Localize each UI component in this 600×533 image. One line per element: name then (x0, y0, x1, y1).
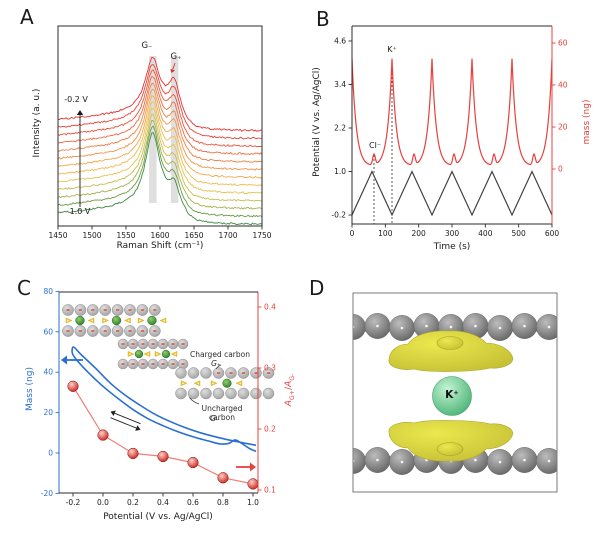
panel-b-xaxis-title: Time (s) (433, 242, 471, 252)
panel-b-letter: B (316, 7, 330, 31)
svg-text:300: 300 (445, 229, 460, 238)
panel-c-uncharged-carbon-label: Uncharged carbon (201, 404, 243, 422)
svg-text:1600: 1600 (150, 231, 169, 240)
panel-a-raman-spectra-chart: 1450 1500 1550 1600 1650 1700 1750 (48, 25, 272, 240)
svg-text:1550: 1550 (116, 231, 135, 240)
panel-c-letter: C (17, 276, 31, 300)
panel-b-k-ion-annotation: K⁺ (387, 45, 397, 54)
panel-b-ticks: 0 100 200 300 400 500 600 -0.2 1.0 2.2 3.4 4.6 0 20 40… (331, 37, 567, 239)
potential-triangle-wave (351, 170, 553, 217)
panel-c-mass-ratio-chart: -0.2 0.0 0.2 0.4 0.6 0.8 1.0 -20 0 20 40 60 80 0.1 0.2… (41, 287, 276, 507)
svg-text:0.2: 0.2 (127, 498, 139, 507)
svg-text:0: 0 (558, 165, 563, 174)
svg-text:1700: 1700 (218, 231, 237, 240)
panel-a-yaxis-title: Intensity (a. u.) (32, 88, 42, 158)
panel-b-cl-ion-annotation: Cl⁻ (368, 141, 382, 150)
g-band-ratio-series (67, 380, 259, 490)
svg-text:0: 0 (350, 229, 355, 238)
panel-a-g-minus-peak-label: G₋ (141, 41, 153, 51)
svg-text:40: 40 (558, 81, 568, 90)
svg-text:60: 60 (43, 327, 53, 336)
svg-text:20: 20 (558, 123, 568, 132)
svg-text:100: 100 (378, 229, 393, 238)
svg-text:0.4: 0.4 (157, 498, 169, 507)
svg-text:-0.2: -0.2 (66, 498, 81, 507)
annotation-dotted-lines (373, 61, 393, 224)
panel-a-letter: A (20, 5, 34, 29)
mass-curve (352, 58, 552, 165)
svg-text:4.6: 4.6 (334, 37, 346, 46)
svg-text:1650: 1650 (184, 231, 203, 240)
svg-text:0.0: 0.0 (97, 498, 109, 507)
panel-c-charged-g-plus-label: G₊ (211, 359, 221, 368)
dft-scene (353, 313, 557, 475)
raman-spectra-curves (58, 56, 262, 226)
panel-c-uncharged-g-minus-label: G₋ (210, 414, 220, 423)
panel-a-x-ticks: 1450 1500 1550 1600 1650 1700 1750 (48, 226, 272, 240)
panel-a-bottom-potential-annotation: 1.0 V (69, 207, 91, 216)
panel-a-top-potential-annotation: -0.2 V (64, 95, 88, 104)
svg-text:200: 200 (412, 229, 427, 238)
svg-text:0.8: 0.8 (217, 498, 229, 507)
svg-text:60: 60 (558, 39, 568, 48)
ratio-sub1: G+ (288, 389, 296, 401)
svg-text:500: 500 (512, 229, 527, 238)
panel-a-g-plus-peak-label: G₊ (170, 52, 182, 62)
svg-text:-20: -20 (41, 489, 53, 498)
svg-text:80: 80 (43, 287, 53, 296)
blue-axis-arrow (61, 355, 83, 365)
carbon-intercalation-insets (62, 304, 275, 405)
svg-text:1750: 1750 (252, 231, 271, 240)
svg-text:2.2: 2.2 (334, 124, 346, 133)
ratio-slash: / (284, 386, 295, 390)
svg-text:20: 20 (43, 408, 53, 417)
svg-text:0.6: 0.6 (187, 498, 199, 507)
svg-text:0.2: 0.2 (264, 425, 276, 434)
red-axis-arrow (236, 462, 256, 472)
panel-a-xaxis-title: Raman Shift (cm⁻¹) (116, 241, 204, 251)
panel-c-xaxis-title: Potential (V vs. Ag/AgCl) (103, 512, 213, 522)
svg-text:-0.2: -0.2 (331, 211, 346, 220)
panel-b-potential-mass-chart: 0 100 200 300 400 500 600 -0.2 1.0 2.2 3.4 4.6 0 20 40… (331, 25, 568, 239)
ratio-a1: A (284, 400, 295, 407)
svg-text:40: 40 (43, 368, 53, 377)
svg-text:1.0: 1.0 (334, 167, 346, 176)
panel-b-right-yaxis-title: mass (ng) (582, 99, 592, 145)
ratio-a2: A (284, 380, 295, 387)
svg-text:600: 600 (545, 229, 560, 238)
svg-text:1500: 1500 (82, 231, 101, 240)
svg-text:400: 400 (478, 229, 493, 238)
svg-text:0.3: 0.3 (264, 364, 276, 373)
potassium-ion (432, 376, 472, 416)
svg-text:1.0: 1.0 (247, 498, 259, 507)
svg-text:0.4: 0.4 (264, 303, 276, 312)
panel-d-letter: D (309, 276, 325, 300)
svg-text:3.4: 3.4 (334, 80, 346, 89)
svg-text:1450: 1450 (48, 231, 67, 240)
svg-text:0.1: 0.1 (264, 486, 276, 495)
panel-c-left-yaxis-title: Mass (ng) (25, 367, 35, 411)
svg-text:0: 0 (48, 449, 53, 458)
panel-c-ticks: -0.2 0.0 0.2 0.4 0.6 0.8 1.0 -20 0 20 40 60 80 0.1 0.2… (41, 287, 276, 507)
panel-c-charged-carbon-label: Charged carbon (190, 350, 250, 359)
cycle-direction-arrows (110, 410, 141, 431)
panel-d-k-ion-label: K⁺ (445, 389, 459, 401)
panel-c-right-yaxis-title: AG+/AG- (284, 290, 296, 490)
panel-b-left-yaxis-title: Potential (V vs. Ag/AgCl) (312, 67, 322, 177)
ratio-sub2: G- (288, 373, 296, 381)
panel-d-dft-illustration (352, 292, 558, 493)
